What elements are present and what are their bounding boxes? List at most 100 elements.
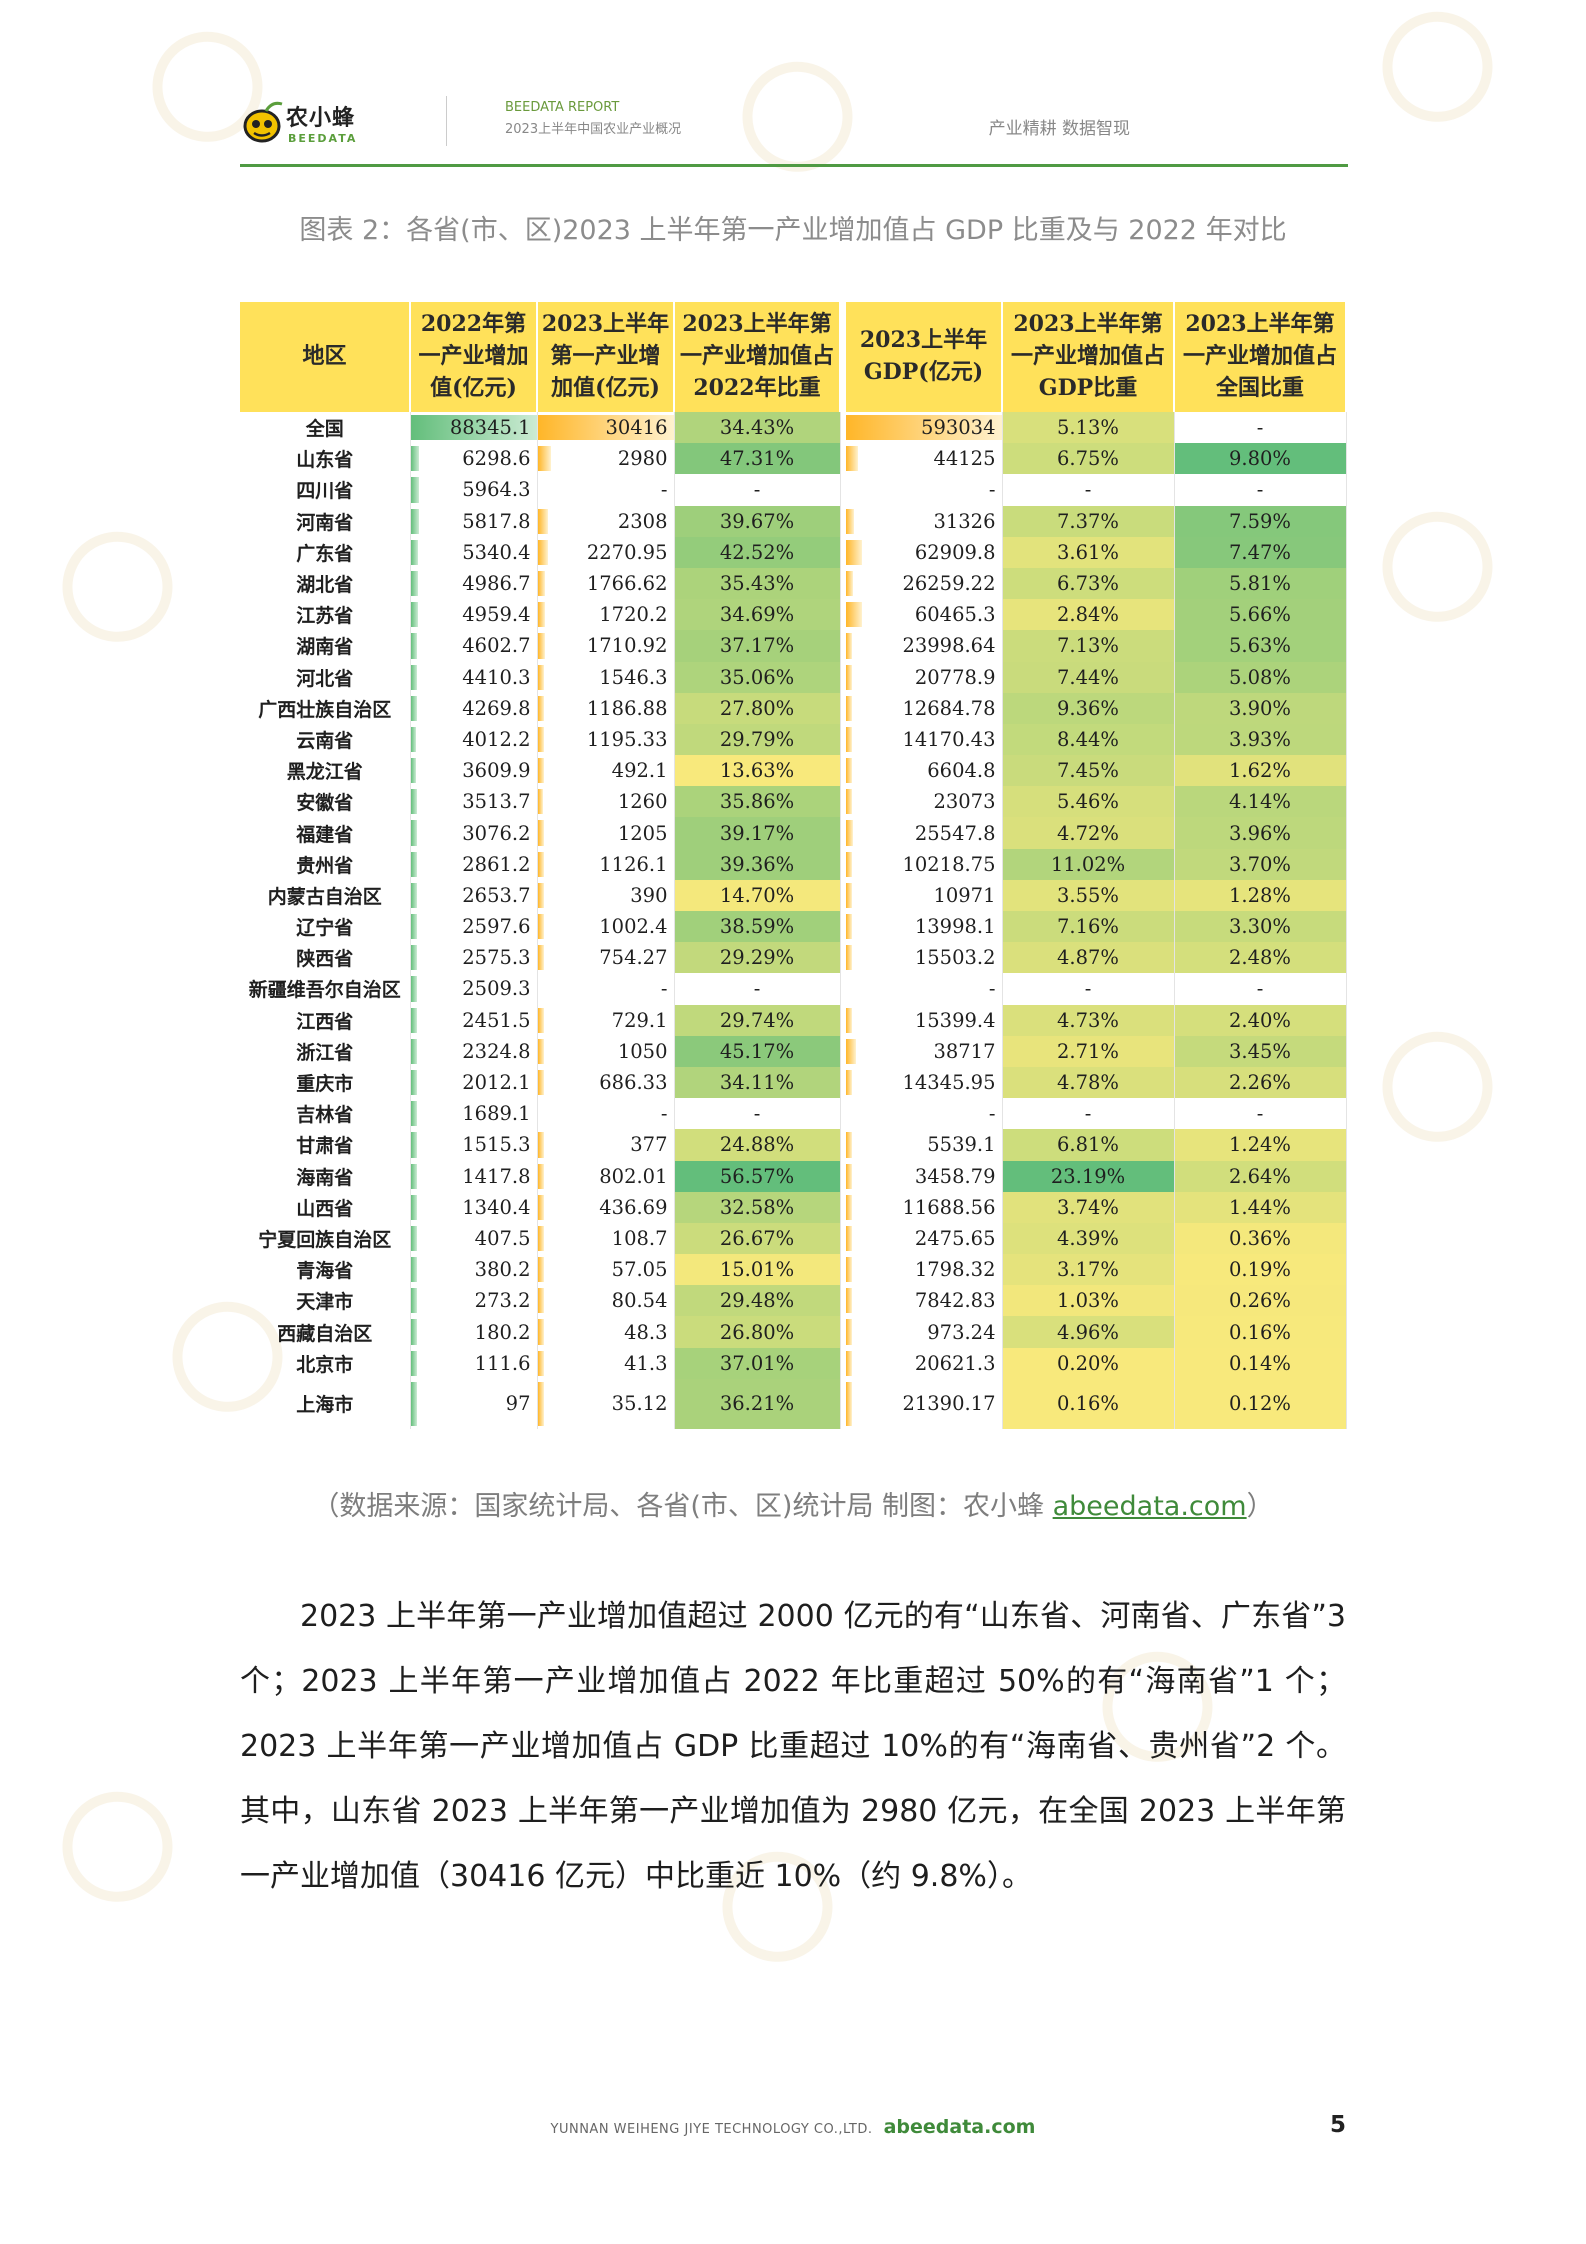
- data-bar: [410, 446, 420, 472]
- cell-value: 380.2: [474, 1258, 531, 1282]
- gdp-cell: -: [846, 973, 1003, 1005]
- data-bar: [537, 570, 546, 597]
- data-bar: [410, 726, 417, 753]
- column-gap: [840, 661, 846, 693]
- gdp-cell: 62909.8: [846, 536, 1003, 568]
- column-gap: [840, 786, 846, 818]
- cell-value: 1205: [617, 821, 668, 845]
- data-bar: [846, 789, 852, 815]
- value-2023h1-cell: 390: [537, 879, 675, 911]
- share-of-gdp-cell: 6.75%: [1002, 443, 1175, 475]
- cell-value: 1546.3: [599, 665, 668, 689]
- value-2022-cell: 3513.7: [410, 786, 538, 818]
- share-of-gdp-cell: 23.19%: [1002, 1160, 1175, 1192]
- table-row: 宁夏回族自治区 407.5 108.7 26.67% 2475.65 4.39% 0.36%: [240, 1222, 1347, 1255]
- table-row: 云南省 4012.2 1195.33 29.79% 14170.43 8.44% 3.93%: [240, 723, 1347, 756]
- share-of-gdp-cell: 0.20%: [1002, 1347, 1175, 1379]
- table-row: 江苏省 4959.4 1720.2 34.69% 60465.3 2.84% 5.66%: [240, 599, 1347, 631]
- source-suffix: ）: [1246, 1491, 1274, 1522]
- column-header: 2023上半年第一产业增加值占GDP比重: [1002, 302, 1175, 412]
- cell-value: 25547.8: [914, 821, 996, 845]
- region-cell: 贵州省: [240, 848, 411, 880]
- value-2022-cell: 2861.2: [410, 848, 538, 880]
- column-gap: [840, 1160, 846, 1192]
- body-paragraph: 2023 上半年第一产业增加值超过 2000 亿元的有“山东省、河南省、广东省”…: [240, 1599, 1346, 1894]
- share-of-national-cell: 3.70%: [1174, 848, 1347, 880]
- region-cell: 山东省: [240, 443, 411, 475]
- cell-value: 1002.4: [599, 915, 668, 939]
- value-2023h1-cell: 1195.33: [537, 723, 675, 756]
- gdp-cell: 1798.32: [846, 1254, 1003, 1286]
- gdp-cell: 26259.22: [846, 567, 1003, 600]
- cell-value: 2012.1: [462, 1071, 531, 1095]
- value-2022-cell: 5340.4: [410, 536, 538, 568]
- column-header: 2023上半年第一产业增加值(亿元): [537, 302, 675, 412]
- value-2023h1-cell: 35.12: [537, 1378, 675, 1429]
- cell-value: 23998.64: [902, 634, 996, 658]
- table-row: 甘肃省 1515.3 377 24.88% 5539.1 6.81% 1.24%: [240, 1129, 1347, 1161]
- value-2023h1-cell: 802.01: [537, 1160, 675, 1192]
- table-row: 北京市 111.6 41.3 37.01% 20621.3 0.20% 0.14%: [240, 1347, 1347, 1379]
- data-bar: [410, 820, 417, 846]
- source-link[interactable]: abeedata.com: [1052, 1491, 1247, 1522]
- share-of-2022-cell: 35.86%: [674, 786, 841, 818]
- data-bar: [846, 446, 858, 472]
- data-bar: [846, 1069, 852, 1096]
- cell-value: 754.27: [599, 946, 668, 970]
- data-bar: [410, 570, 418, 597]
- data-bar: [537, 446, 551, 472]
- share-of-gdp-cell: 4.87%: [1002, 942, 1175, 974]
- page-number: 5: [1329, 2112, 1346, 2138]
- column-header: 2022年第一产业增加值(亿元): [410, 302, 538, 412]
- table-row: 河北省 4410.3 1546.3 35.06% 20778.9 7.44% 5.08%: [240, 661, 1347, 693]
- share-of-national-cell: 3.90%: [1174, 692, 1347, 724]
- share-of-national-cell: 3.96%: [1174, 817, 1347, 849]
- data-bar: [410, 1163, 417, 1189]
- table-header-row: 地区 2022年第一产业增加值(亿元) 2023上半年第一产业增加值(亿元) 2…: [240, 302, 1347, 412]
- value-2023h1-cell: 754.27: [537, 942, 675, 974]
- gdp-cell: 13998.1: [846, 911, 1003, 943]
- cell-value: 38717: [933, 1039, 996, 1063]
- data-bar: [846, 1163, 852, 1189]
- data-bar: [537, 820, 544, 846]
- cell-value: 62909.8: [914, 540, 996, 564]
- table-row: 福建省 3076.2 1205 39.17% 25547.8 4.72% 3.96%: [240, 817, 1347, 849]
- column-header: 2023上半年GDP(亿元): [846, 302, 1003, 412]
- value-2023h1-cell: 1260: [537, 786, 675, 818]
- value-2022-cell: 4410.3: [410, 661, 538, 693]
- column-gap: [840, 1222, 846, 1255]
- value-2023h1-cell: 57.05: [537, 1254, 675, 1286]
- cell-value: 23073: [933, 790, 996, 814]
- table-row: 青海省 380.2 57.05 15.01% 1798.32 3.17% 0.19%: [240, 1254, 1347, 1286]
- value-2023h1-cell: -: [537, 973, 675, 1005]
- cell-value: 14170.43: [902, 727, 996, 751]
- region-cell: 江苏省: [240, 599, 411, 631]
- region-cell: 海南省: [240, 1160, 411, 1192]
- region-cell: 陕西省: [240, 942, 411, 974]
- gdp-cell: 10971: [846, 879, 1003, 911]
- share-of-gdp-cell: 4.73%: [1002, 1004, 1175, 1036]
- data-bar: [846, 1288, 852, 1314]
- share-of-gdp-cell: 4.96%: [1002, 1316, 1175, 1348]
- column-gap: [840, 1378, 846, 1429]
- data-bar: [410, 602, 418, 628]
- value-2023h1-cell: 1186.88: [537, 692, 675, 724]
- value-2023h1-cell: 80.54: [537, 1285, 675, 1317]
- cell-value: 1689.1: [462, 1102, 531, 1126]
- share-of-2022-cell: 15.01%: [674, 1254, 841, 1286]
- share-of-national-cell: 2.40%: [1174, 1004, 1347, 1036]
- data-bar: [410, 1350, 417, 1376]
- share-of-national-cell: 0.26%: [1174, 1285, 1347, 1317]
- share-of-gdp-cell: 3.55%: [1002, 879, 1175, 911]
- column-gap: [840, 692, 846, 724]
- share-of-gdp-cell: 3.61%: [1002, 536, 1175, 568]
- share-of-national-cell: 4.14%: [1174, 786, 1347, 818]
- share-of-national-cell: 2.26%: [1174, 1066, 1347, 1099]
- share-of-2022-cell: 45.17%: [674, 1035, 841, 1067]
- column-gap: [840, 1191, 846, 1223]
- column-gap: [840, 1347, 846, 1379]
- region-cell: 湖南省: [240, 630, 411, 662]
- share-of-2022-cell: 38.59%: [674, 911, 841, 943]
- footer-site-link[interactable]: abeedata.com: [883, 2116, 1036, 2138]
- data-bar: [410, 1101, 417, 1127]
